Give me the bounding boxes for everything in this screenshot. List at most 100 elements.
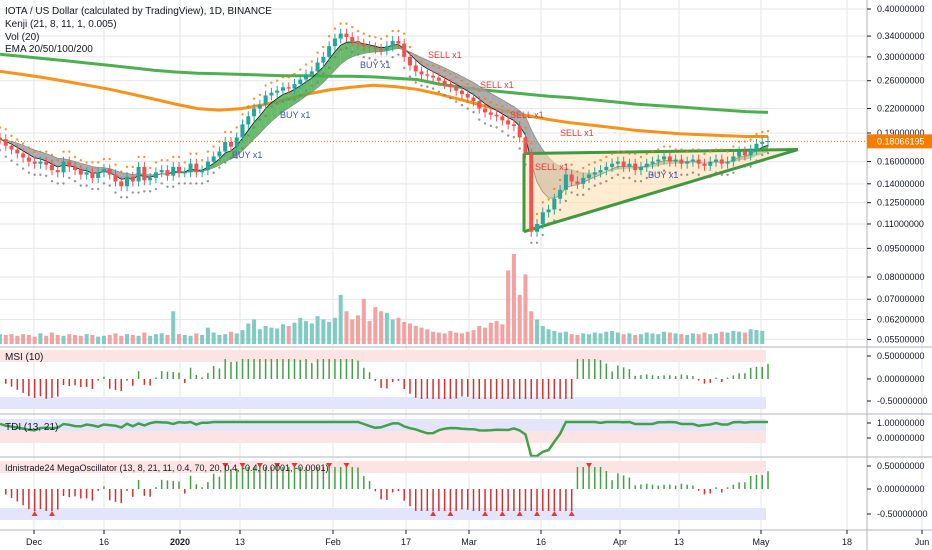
kenji-dot-top [553,187,556,191]
sell-signal-label: SELL x1 [535,162,569,172]
kenji-dot-top [91,161,94,164]
kenji-dot-top [0,126,2,129]
kenji-dot-bottom [732,171,735,174]
ema100-line [0,69,768,138]
kenji-dot-top [379,37,383,41]
volume-bar [367,321,372,344]
candle-body [315,62,320,72]
candle-body [598,170,603,173]
kenji-dot-top [651,150,654,153]
time-tick-label: Dec [26,537,43,547]
msi-lower-band [0,397,766,409]
kenji-dot-top [478,90,481,93]
kenji-dot-bottom [622,176,625,180]
osc-tick-label: -0.50000000 [877,396,928,406]
candle-body [760,141,765,144]
candle-body [419,71,424,75]
tdi-line [0,420,768,458]
kenji-dot-top [633,152,637,155]
kenji-dot-bottom [616,173,620,176]
kenji-dot-bottom [224,161,227,164]
candle-body [523,137,528,154]
kenji-dot-top [68,150,71,153]
kenji-dot-top [709,150,712,153]
kenji-ribbon-segment [427,60,434,72]
volume-bar [217,335,222,344]
price-tick-label: 0.40000000 [877,4,925,14]
kenji-dot-bottom [91,187,94,191]
volume-bar [15,335,20,344]
kenji-dot-bottom [137,191,140,194]
kenji-dot-bottom [610,176,614,180]
volume-bar [361,299,366,344]
kenji-dot-bottom [189,182,192,185]
kenji-dot-bottom [316,81,319,84]
kenji-dot-top [732,145,735,148]
volume-bar [459,333,464,344]
kenji-dot-top [628,152,631,155]
candle-body [38,161,43,164]
price-candles [0,22,771,244]
candle-body [586,174,592,178]
legend-ema: EMA 20/50/100/200 [5,44,93,55]
kenji-dot-top [258,93,262,97]
kenji-dot-bottom [587,187,591,191]
volume-bar [142,332,147,344]
kenji-dot-bottom [466,107,469,110]
candle-body [731,156,736,162]
candle-body [188,163,193,173]
kenji-dot-top [506,109,510,112]
candle-body [673,159,678,162]
kenji-dot-top [310,60,314,63]
kenji-dot-bottom [662,169,666,172]
kenji-dot-top [489,101,493,104]
kenji-dot-top [50,153,54,157]
volume-bar [685,335,690,344]
kenji-dot-top [212,145,215,148]
oscillator-histograms [0,359,769,516]
candle-body [67,161,72,167]
kenji-dot-bottom [685,173,689,176]
kenji-dot-top [148,166,152,170]
candle-body [483,108,488,113]
candle-body [263,95,268,105]
mega-extreme-marker [551,511,558,516]
volume-bar [49,332,54,344]
kenji-dot-top [685,150,689,153]
candle-body [125,176,130,187]
kenji-ribbon-segment [294,85,301,105]
kenji-dot-top [518,114,521,118]
kenji-dot-top [622,150,625,153]
volume-bar [708,334,713,344]
kenji-dot-top [680,148,683,151]
legend-vol: Vol (20) [5,32,39,43]
volume-bar [402,321,407,344]
kenji-dot-bottom [200,182,204,185]
candle-body [558,189,563,199]
kenji-dot-bottom [576,193,579,197]
candle-body [396,41,401,44]
volume-bar [130,335,135,344]
kenji-dot-bottom [252,126,256,129]
candle-body [402,43,407,57]
kenji-dot-top [512,113,516,116]
kenji-dot-bottom [749,165,752,168]
kenji-dot-bottom [120,196,123,199]
candle-body [269,92,274,96]
kenji-dot-top [229,130,233,134]
kenji-dot-top [206,150,210,153]
sell-signal-label: SELL x1 [428,50,462,60]
kenji-ribbon-segment [461,76,468,92]
kenji-dot-top [73,155,77,159]
candle-body [737,151,742,157]
kenji-dot-top [177,155,181,159]
volume-bar [148,335,153,344]
volume-bar [67,334,72,344]
volume-bar [3,335,8,344]
volume-bar [384,312,389,344]
kenji-dot-top [195,152,198,155]
volume-bar [702,332,707,344]
kenji-dot-bottom [755,159,758,162]
